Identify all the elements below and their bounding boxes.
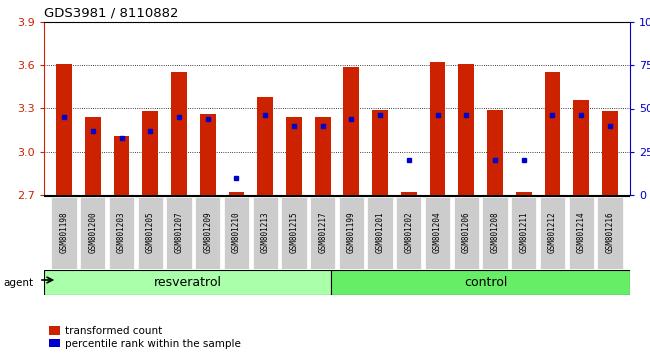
Bar: [257, 97, 273, 195]
Text: GSM801207: GSM801207: [174, 212, 183, 253]
Bar: [166, 196, 192, 269]
Text: GDS3981 / 8110882: GDS3981 / 8110882: [44, 6, 179, 19]
Bar: [315, 117, 331, 195]
Bar: [229, 192, 244, 195]
Text: GSM801217: GSM801217: [318, 212, 327, 253]
Bar: [85, 117, 101, 195]
Text: control: control: [465, 276, 508, 289]
Bar: [109, 196, 134, 269]
Text: GSM801199: GSM801199: [347, 212, 356, 253]
Bar: [396, 196, 421, 269]
Bar: [171, 73, 187, 195]
Text: GSM801213: GSM801213: [261, 212, 270, 253]
Bar: [367, 196, 393, 269]
Bar: [401, 192, 417, 195]
Text: GSM801214: GSM801214: [577, 212, 586, 253]
Bar: [458, 64, 474, 195]
Legend: transformed count, percentile rank within the sample: transformed count, percentile rank withi…: [49, 326, 240, 349]
Bar: [44, 270, 332, 295]
Bar: [286, 117, 302, 195]
Bar: [281, 196, 307, 269]
Text: GSM801198: GSM801198: [60, 212, 69, 253]
Text: GSM801211: GSM801211: [519, 212, 528, 253]
Bar: [339, 196, 364, 269]
Bar: [482, 196, 508, 269]
Bar: [540, 196, 565, 269]
Text: GSM801209: GSM801209: [203, 212, 213, 253]
Bar: [511, 196, 536, 269]
Text: GSM801208: GSM801208: [491, 212, 499, 253]
Bar: [138, 196, 163, 269]
Text: GSM801203: GSM801203: [117, 212, 126, 253]
Bar: [332, 270, 630, 295]
Text: GSM801215: GSM801215: [289, 212, 298, 253]
Text: agent: agent: [3, 278, 33, 287]
Bar: [343, 67, 359, 195]
Bar: [310, 196, 335, 269]
Text: resveratrol: resveratrol: [153, 276, 222, 289]
Text: GSM801201: GSM801201: [376, 212, 385, 253]
Text: GSM801212: GSM801212: [548, 212, 557, 253]
Bar: [195, 196, 220, 269]
Bar: [224, 196, 249, 269]
Bar: [372, 110, 388, 195]
Bar: [114, 136, 129, 195]
Bar: [516, 192, 532, 195]
Text: GSM801216: GSM801216: [605, 212, 614, 253]
Bar: [142, 112, 158, 195]
Text: GSM801205: GSM801205: [146, 212, 155, 253]
Bar: [430, 62, 445, 195]
Bar: [253, 196, 278, 269]
Bar: [602, 112, 617, 195]
Bar: [545, 73, 560, 195]
Text: GSM801206: GSM801206: [462, 212, 471, 253]
Text: GSM801204: GSM801204: [433, 212, 442, 253]
Text: GSM801200: GSM801200: [88, 212, 98, 253]
Text: GSM801210: GSM801210: [232, 212, 241, 253]
Bar: [56, 64, 72, 195]
Text: GSM801202: GSM801202: [404, 212, 413, 253]
Bar: [51, 196, 77, 269]
Bar: [569, 196, 594, 269]
Bar: [573, 100, 589, 195]
Bar: [487, 110, 503, 195]
Bar: [425, 196, 450, 269]
Bar: [597, 196, 623, 269]
Bar: [200, 114, 216, 195]
Bar: [454, 196, 479, 269]
Bar: [80, 196, 105, 269]
